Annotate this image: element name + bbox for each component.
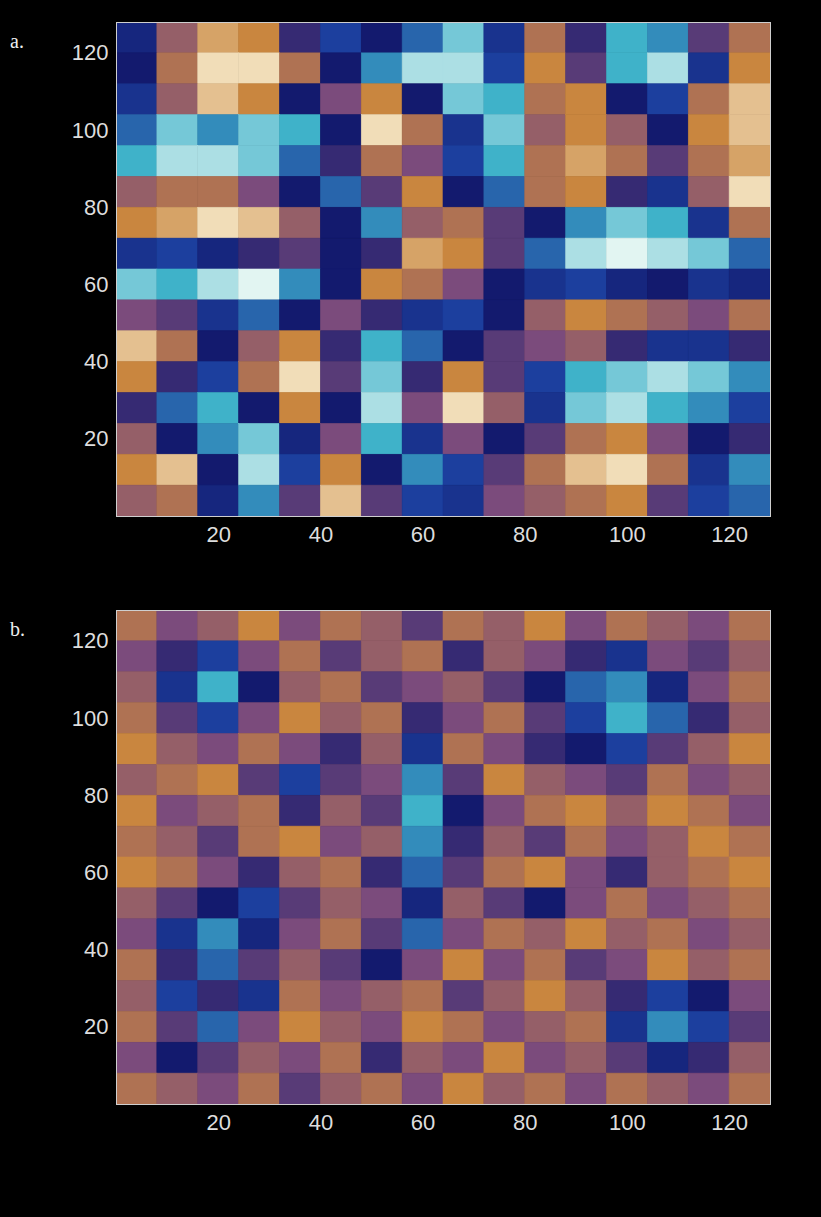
svg-text:80: 80 [84, 783, 108, 808]
svg-text:60: 60 [411, 522, 435, 547]
svg-text:40: 40 [84, 937, 108, 962]
svg-text:80: 80 [84, 195, 108, 220]
svg-text:120: 120 [72, 40, 109, 65]
svg-text:100: 100 [72, 118, 109, 143]
html-text:b.: b. [10, 618, 25, 640]
svg-text:60: 60 [411, 1110, 435, 1135]
svg-text:100: 100 [609, 1110, 646, 1135]
svg-text:20: 20 [84, 426, 108, 451]
svg-text:100: 100 [609, 522, 646, 547]
svg-text:40: 40 [309, 522, 333, 547]
svg-text:40: 40 [84, 349, 108, 374]
svg-text:100: 100 [72, 706, 109, 731]
svg-text:60: 60 [84, 272, 108, 297]
svg-text:60: 60 [84, 860, 108, 885]
svg-text:80: 80 [513, 1110, 537, 1135]
svg-text:80: 80 [513, 522, 537, 547]
svg-text:20: 20 [206, 522, 230, 547]
svg-text:120: 120 [711, 1110, 748, 1135]
svg-text:20: 20 [206, 1110, 230, 1135]
svg-text:40: 40 [309, 1110, 333, 1135]
svg-text:120: 120 [711, 522, 748, 547]
svg-text:120: 120 [72, 628, 109, 653]
svg-text:20: 20 [84, 1014, 108, 1039]
html-text:a.: a. [10, 30, 24, 52]
